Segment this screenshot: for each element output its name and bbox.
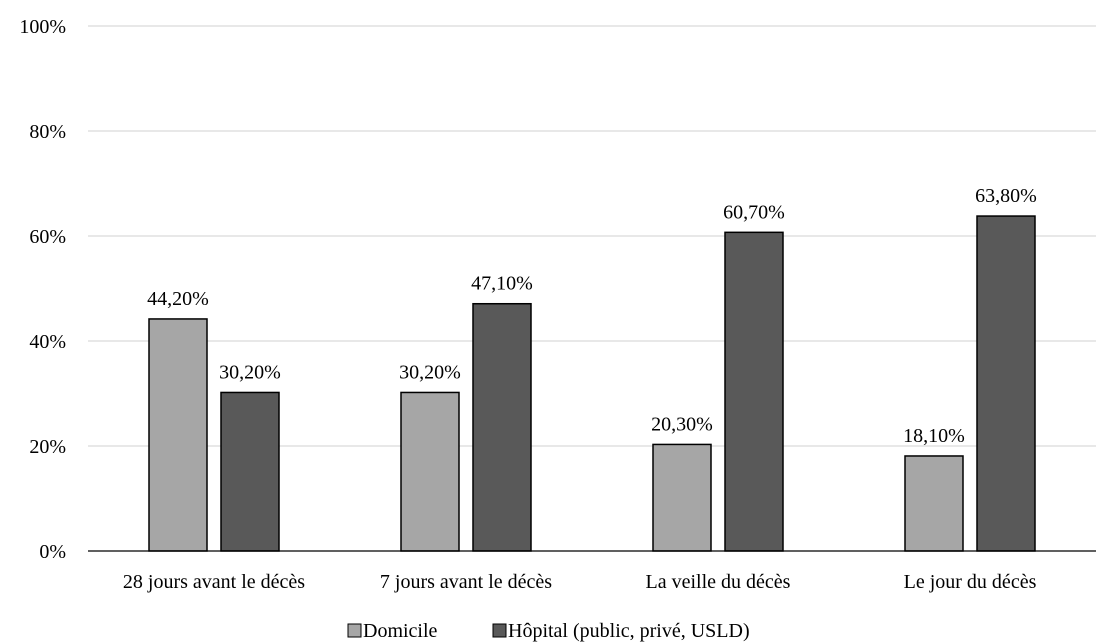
y-axis-tick-labels: 0% 20% 40% 60% 80% 100% xyxy=(19,16,66,563)
data-label: 18,10% xyxy=(903,425,965,447)
data-label: 60,70% xyxy=(723,201,785,223)
legend-swatch xyxy=(492,623,507,638)
data-label: 44,20% xyxy=(147,288,209,310)
y-tick-label: 40% xyxy=(29,331,66,353)
legend-label: Hôpital (public, privé, USLD) xyxy=(508,620,750,642)
bar-hopital xyxy=(724,231,784,552)
bar-hopital xyxy=(472,302,532,552)
data-label: 30,20% xyxy=(219,361,281,383)
bar-hopital xyxy=(220,391,280,552)
bar-domicile xyxy=(904,455,964,552)
data-labels: 44,20% 30,20% 30,20% 47,10% 20,30% 60,70% 18,1… xyxy=(147,185,1037,447)
category-label: 28 jours avant le décès xyxy=(123,571,305,593)
y-tick-label: 0% xyxy=(39,541,66,563)
bar-hopital xyxy=(976,215,1036,552)
category-label: 7 jours avant le décès xyxy=(380,571,552,593)
y-tick-label: 80% xyxy=(29,121,66,143)
bar-domicile xyxy=(652,443,712,552)
category-label: La veille du décès xyxy=(646,571,791,593)
y-tick-label: 100% xyxy=(19,16,66,38)
bar-domicile xyxy=(400,391,460,552)
data-label: 20,30% xyxy=(651,413,713,435)
category-label: Le jour du décès xyxy=(904,571,1037,593)
data-label: 30,20% xyxy=(399,361,461,383)
data-label: 63,80% xyxy=(975,185,1037,207)
data-label: 47,10% xyxy=(471,273,533,295)
y-tick-label: 20% xyxy=(29,436,66,458)
legend: Domicile Hôpital (public, privé, USLD) xyxy=(347,620,750,642)
y-tick-label: 60% xyxy=(29,226,66,248)
legend-label: Domicile xyxy=(363,620,438,642)
legend-swatch xyxy=(347,623,362,638)
category-labels: 28 jours avant le décès 7 jours avant le … xyxy=(123,571,1037,593)
bar-domicile xyxy=(148,318,208,552)
gridlines xyxy=(88,25,1096,447)
bars xyxy=(148,215,1036,552)
